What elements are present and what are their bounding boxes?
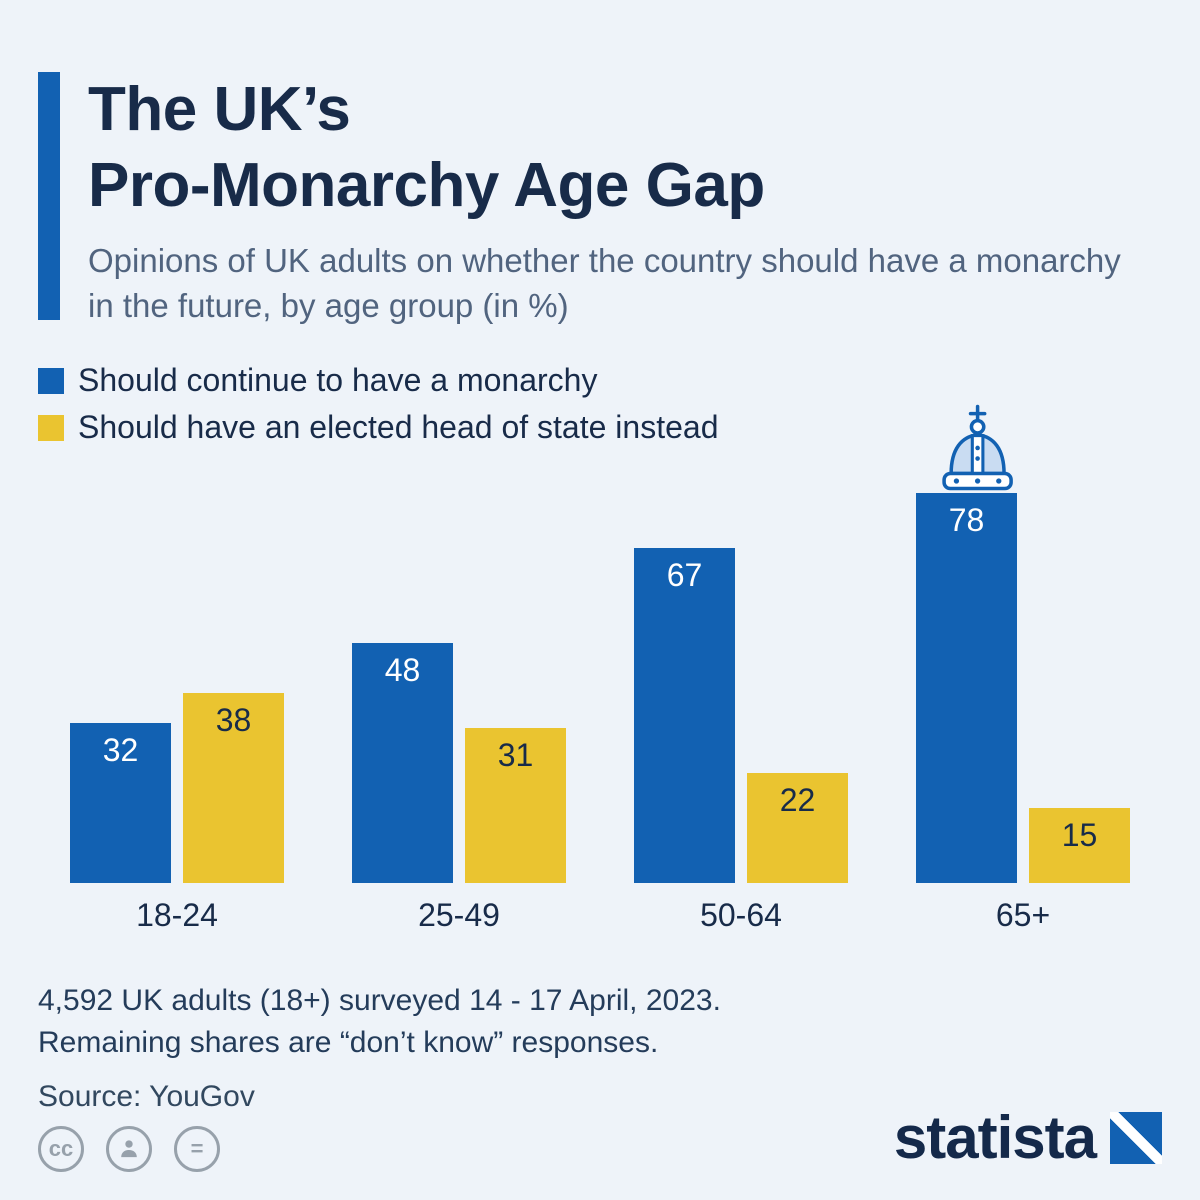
bar-pair: 78 15 <box>916 405 1130 884</box>
source-text: Source: YouGov <box>38 1080 255 1114</box>
bar-monarchy: 32 <box>70 723 171 884</box>
bar-value-label: 32 <box>102 732 139 769</box>
title-line-2: Pro-Monarchy Age Gap <box>88 150 765 220</box>
crown-icon <box>941 405 1013 491</box>
survey-note-line1: 4,592 UK adults (18+) surveyed 14 - 17 A… <box>38 984 721 1018</box>
statista-logo[interactable]: statista <box>894 1103 1162 1172</box>
category-label: 25-49 <box>418 897 500 934</box>
bar-elected: 31 <box>465 728 566 884</box>
bar-group: 48 31 25-49 <box>352 643 566 934</box>
bar-group: 67 22 50-64 <box>634 548 848 934</box>
bar-group: 32 38 18-24 <box>70 693 284 934</box>
bar-elected: 22 <box>747 773 848 884</box>
bar-pair: 32 38 <box>70 693 284 884</box>
no-derivatives-icon[interactable]: = <box>174 1126 220 1172</box>
legend-swatch-elected <box>38 414 64 441</box>
bar-value-label: 22 <box>779 782 816 819</box>
bar-elected: 15 <box>1029 808 1130 884</box>
bar-value-label: 15 <box>1061 817 1098 854</box>
legend-swatch-monarchy <box>38 367 64 394</box>
chart-subtitle: Opinions of UK adults on whether the cou… <box>88 242 1121 324</box>
license-icons: cc = <box>38 1126 220 1172</box>
bar-monarchy: 67 <box>634 548 735 884</box>
bar-pair: 48 31 <box>352 643 566 884</box>
legend-label-elected: Should have an elected head of state ins… <box>78 409 719 446</box>
bar-monarchy: 78 <box>916 405 1017 884</box>
bar-pair: 67 22 <box>634 548 848 884</box>
category-label: 50-64 <box>700 897 782 934</box>
bar-elected: 38 <box>183 693 284 884</box>
page-title: The UK’s Pro-Monarchy Age Gap <box>88 72 1162 223</box>
bar-value-label: 48 <box>384 652 421 689</box>
bar-value-label: 67 <box>666 557 703 594</box>
footer: 4,592 UK adults (18+) surveyed 14 - 17 A… <box>38 980 1162 1114</box>
cc-icon[interactable]: cc <box>38 1126 84 1172</box>
bar-value-label: 78 <box>948 502 985 539</box>
legend: Should continue to have a monarchy Shoul… <box>38 362 1162 446</box>
header: The UK’s Pro-Monarchy Age Gap Opinions o… <box>38 0 1162 328</box>
bar-group: 78 15 65+ <box>916 405 1130 934</box>
title-accent-bar <box>38 72 60 320</box>
category-label: 65+ <box>995 897 1051 934</box>
legend-item-elected: Should have an elected head of state ins… <box>38 409 1162 446</box>
title-line-1: The UK’s <box>88 75 351 144</box>
bar-value-label: 38 <box>215 702 252 739</box>
legend-label-monarchy: Should continue to have a monarchy <box>78 362 598 399</box>
bar-monarchy: 48 <box>352 643 453 884</box>
statista-wordmark: statista <box>893 1104 1097 1171</box>
attribution-person-icon[interactable] <box>106 1126 152 1172</box>
person-icon <box>121 1140 137 1158</box>
bar-value-label: 31 <box>497 737 534 774</box>
statista-logo-square <box>1110 1111 1162 1164</box>
survey-note-line2: Remaining shares are “don’t know” respon… <box>38 1026 659 1060</box>
bar-chart: 32 38 18-24 48 31 25-49 67 22 50-64 78 15 65+ <box>38 405 1162 934</box>
bottom-bar: cc = statista <box>38 1103 1162 1172</box>
category-label: 18-24 <box>136 897 218 934</box>
legend-item-monarchy: Should continue to have a monarchy <box>38 362 1162 399</box>
